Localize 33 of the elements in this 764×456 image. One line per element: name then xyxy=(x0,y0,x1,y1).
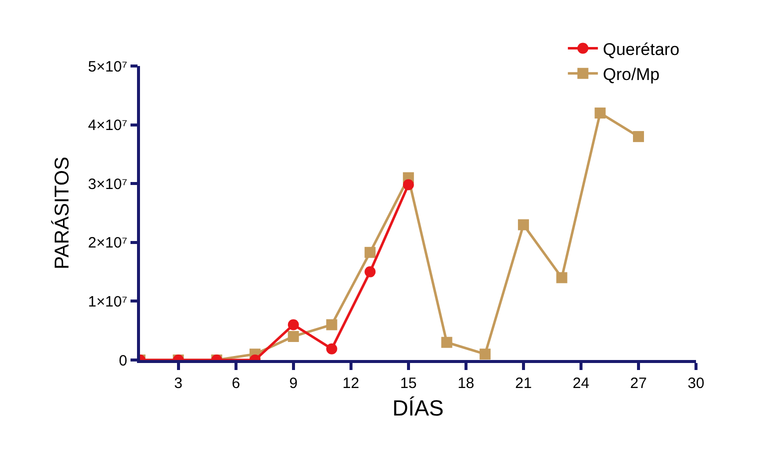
point xyxy=(364,246,376,258)
point xyxy=(402,179,414,190)
point xyxy=(556,272,568,284)
y-axis-title: PARÁSITOS xyxy=(50,156,74,270)
x-tick-label: 12 xyxy=(342,374,360,392)
y-tick-label: 3×10⁷ xyxy=(88,176,128,193)
y-tick-label: 1×10⁷ xyxy=(88,293,128,310)
x-tick-label: 21 xyxy=(515,374,532,392)
legend-label: Qro/Mp xyxy=(602,65,660,84)
x-tick-label: 24 xyxy=(572,374,590,392)
point xyxy=(326,343,338,354)
x-axis-title: DÍAS xyxy=(392,396,444,421)
y-tick-label: 2×10⁷ xyxy=(88,234,128,252)
y-tick-label: 5×10⁷ xyxy=(88,58,128,76)
point xyxy=(326,319,338,330)
point xyxy=(288,330,299,342)
point xyxy=(288,319,299,330)
x-tick-label: 27 xyxy=(630,374,647,392)
point xyxy=(594,108,606,119)
point xyxy=(364,266,376,278)
y-tick-label: 0 xyxy=(118,352,128,370)
point xyxy=(632,131,644,142)
x-tick-label: 15 xyxy=(400,374,417,392)
y-tick-label: 4×10⁷ xyxy=(88,117,128,134)
x-tick-label: 9 xyxy=(289,374,298,392)
x-tick-label: 6 xyxy=(232,374,240,392)
point xyxy=(480,348,491,360)
legend-label: Querétaro xyxy=(602,40,680,59)
x-tick-label: 3 xyxy=(174,374,183,392)
point xyxy=(518,219,529,230)
x-tick-label: 18 xyxy=(458,374,474,392)
point xyxy=(441,336,452,348)
x-tick-label: 30 xyxy=(688,374,704,392)
